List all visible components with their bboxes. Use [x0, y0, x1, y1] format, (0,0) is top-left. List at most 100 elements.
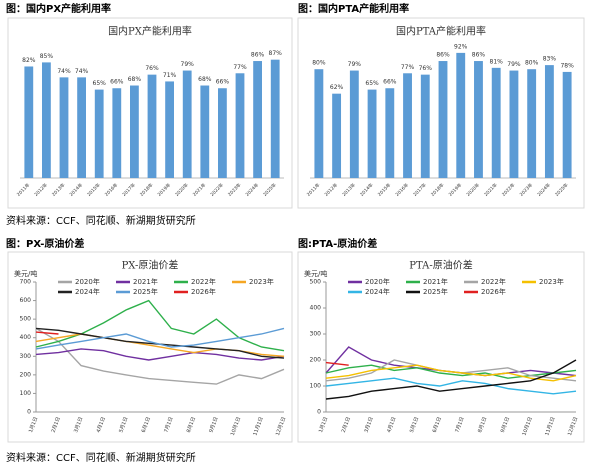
- bar: [77, 77, 86, 178]
- bar: [544, 65, 554, 178]
- value-label: 79%: [348, 61, 362, 68]
- bar: [314, 69, 324, 178]
- legend-label: 2023年: [249, 277, 274, 286]
- series-line: [325, 361, 349, 366]
- value-label: 62%: [330, 84, 344, 91]
- legend-label: 2020年: [75, 277, 100, 286]
- y-tick-label: 500: [20, 316, 32, 323]
- value-label: 83%: [543, 56, 557, 63]
- y-tick-label: 0: [317, 409, 321, 416]
- x-tick-label: 6月1日: [141, 416, 152, 433]
- bar: [332, 93, 342, 178]
- value-label: 86%: [436, 52, 450, 59]
- legend-label: 2024年: [75, 287, 100, 296]
- value-label: 77%: [401, 64, 415, 71]
- x-tick-label: 1月1日: [318, 416, 329, 433]
- series-line: [325, 359, 577, 400]
- bar: [147, 74, 157, 178]
- value-label: 76%: [419, 65, 433, 72]
- source: 资料来源：CCF、同花顺、新湖期货研究所: [6, 214, 196, 227]
- series-line: [35, 331, 59, 335]
- series-line: [35, 327, 285, 385]
- y-tick-label: 300: [20, 353, 32, 360]
- x-tick-label: 7月1日: [454, 416, 465, 433]
- bar: [349, 70, 359, 178]
- bar: [403, 73, 412, 178]
- bar: [94, 89, 104, 178]
- bar: [438, 61, 448, 178]
- x-tick-label: 3月1日: [364, 416, 375, 433]
- caption: 图:PTA-原油价差: [298, 237, 377, 250]
- x-tick-label: 2月1日: [51, 416, 62, 433]
- value-label: 65%: [365, 80, 379, 87]
- value-label: 66%: [110, 79, 124, 86]
- bar: [112, 88, 122, 178]
- value-label: 92%: [454, 43, 468, 50]
- bar: [420, 74, 430, 178]
- value-label: 74%: [75, 68, 89, 75]
- bar: [509, 70, 519, 178]
- value-label: 77%: [233, 64, 247, 71]
- x-tick-label: 8月1日: [477, 416, 488, 433]
- x-tick-label: 3月1日: [73, 416, 84, 433]
- value-label: 81%: [490, 58, 504, 65]
- bar: [130, 85, 139, 178]
- x-tick-label: 9月1日: [500, 416, 511, 433]
- series-line: [325, 364, 577, 382]
- y-tick-label: 500: [310, 279, 322, 286]
- series-line: [325, 364, 577, 379]
- value-label: 74%: [57, 68, 71, 75]
- value-label: 86%: [251, 52, 265, 59]
- legend-label: 2022年: [191, 277, 216, 286]
- y-tick-label: 200: [310, 357, 322, 364]
- value-label: 68%: [128, 76, 142, 83]
- legend-label: 2026年: [481, 287, 506, 296]
- x-tick-label: 9月1日: [208, 416, 219, 433]
- series-line: [325, 377, 577, 395]
- y-tick-label: 400: [310, 305, 322, 312]
- x-tick-label: 5月1日: [409, 416, 420, 433]
- bar: [182, 70, 192, 178]
- legend-label: 2025年: [133, 287, 158, 296]
- bar: [42, 62, 51, 178]
- value-label: 65%: [93, 80, 107, 87]
- bar: [385, 88, 395, 178]
- x-tick-label: 8月1日: [186, 416, 197, 433]
- legend-label: 2021年: [423, 277, 448, 286]
- y-tick-label: 400: [20, 334, 32, 341]
- x-tick-label: 7月1日: [163, 416, 174, 433]
- value-label: 79%: [507, 61, 521, 68]
- value-label: 80%: [312, 60, 326, 67]
- x-tick-label: 5月1日: [118, 416, 129, 433]
- chart-frame: [297, 251, 585, 443]
- caption: 图：国内PTA产能利用率: [298, 2, 409, 15]
- bar: [527, 69, 537, 178]
- source: 资料来源：CCF、同花顺、新湖期货研究所: [6, 451, 196, 464]
- bar: [59, 77, 69, 178]
- value-label: 79%: [181, 61, 195, 68]
- value-label: 71%: [163, 72, 177, 79]
- chart-title: 国内PTA产能利用率: [396, 25, 486, 38]
- bar: [270, 59, 280, 178]
- bar: [562, 71, 572, 178]
- legend-label: 2021年: [133, 277, 158, 286]
- bar: [218, 88, 227, 178]
- value-label: 78%: [560, 62, 574, 69]
- bar: [24, 66, 34, 178]
- legend-label: 2024年: [365, 287, 390, 296]
- y-tick-label: 600: [20, 297, 32, 304]
- bar: [367, 89, 377, 178]
- x-tick-label: 4月1日: [386, 416, 397, 433]
- y-axis-label: 美元/吨: [14, 269, 37, 278]
- y-axis-label: 美元/吨: [304, 269, 327, 278]
- value-label: 87%: [269, 50, 283, 57]
- bar: [456, 52, 466, 178]
- value-label: 66%: [216, 79, 230, 86]
- series-line: [35, 348, 285, 361]
- bar: [165, 81, 174, 178]
- y-tick-label: 0: [27, 409, 31, 416]
- x-tick-label: 1月1日: [28, 416, 39, 433]
- bar: [235, 73, 245, 178]
- value-label: 76%: [145, 65, 159, 72]
